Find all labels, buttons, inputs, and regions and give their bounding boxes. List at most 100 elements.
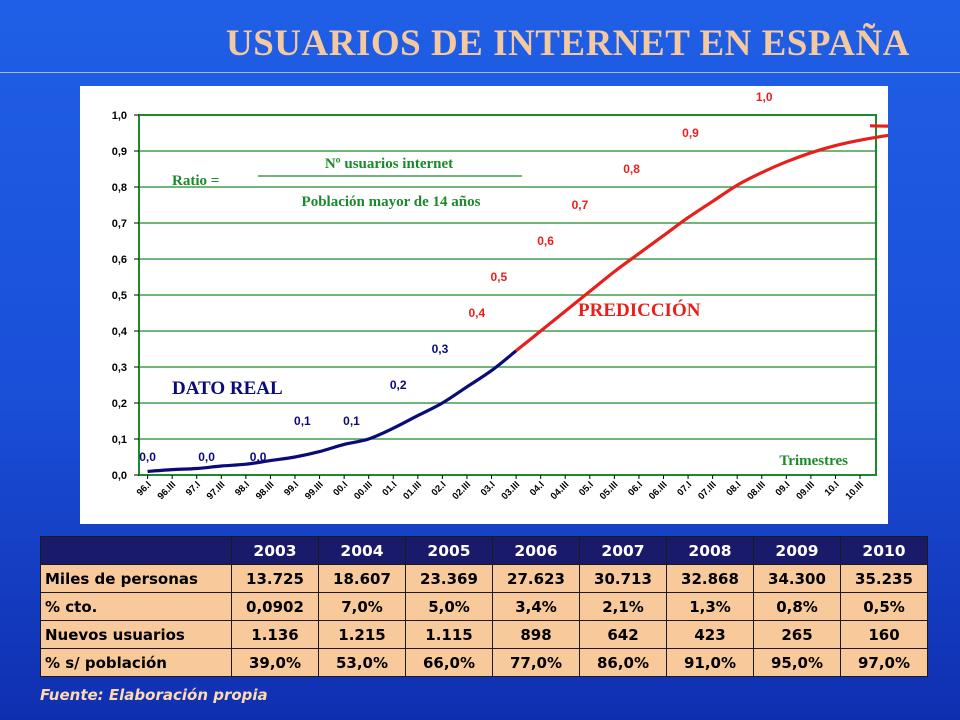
table-cell: 160: [840, 620, 928, 649]
table-cell: 1.215: [318, 620, 406, 649]
x-tick-label: 98.I: [233, 479, 252, 498]
x-tick-label: 06.I: [626, 479, 645, 498]
y-tick-label: 0,4: [112, 326, 128, 338]
data-label: 0,1: [294, 414, 311, 428]
x-tick-label: 03.III: [500, 479, 523, 502]
x-tick-label: 96.III: [156, 479, 179, 502]
table-header-year: 2009: [753, 536, 841, 565]
x-tick-label: 96.I: [135, 479, 154, 498]
series-line-dato-real: [147, 349, 518, 473]
table-cell: 34.300: [753, 564, 841, 593]
table-header-year: 2004: [318, 536, 406, 565]
formula-denominator: Población mayor de 14 años: [302, 194, 481, 210]
table-body: Miles de personas 13.725 18.607 23.369 27.62…: [40, 564, 928, 677]
table-cell: 898: [492, 620, 580, 649]
x-tick-label: 99.III: [303, 479, 326, 502]
data-label: 1,0: [756, 90, 773, 104]
table-header-row: 2003 2004 2005 2006 2007 2008 2009 2010: [40, 536, 928, 565]
table-cell: 77,0%: [492, 648, 580, 677]
x-tick-label: 02.III: [450, 479, 473, 502]
table-cell: 1,3%: [666, 592, 754, 621]
table-row: Nuevos usuarios 1.136 1.215 1.115 898 642 423 2…: [40, 620, 928, 649]
table-cell: 5,0%: [405, 592, 493, 621]
data-label: 0,6: [537, 234, 554, 248]
table-row: % cto. 0,0902 7,0% 5,0% 3,4% 2,1% 1,3% 0,8% 0,5%: [40, 592, 928, 621]
data-label: 0,2: [390, 378, 407, 392]
table-cell: 86,0%: [579, 648, 667, 677]
table-cell: 0,8%: [753, 592, 841, 621]
x-tick-label: 01.III: [401, 479, 424, 502]
table-header-year: 2008: [666, 536, 754, 565]
y-tick-label: 0,2: [112, 398, 127, 410]
source-note: Fuente: Elaboración propia: [40, 686, 268, 704]
x-tick-label: 08.III: [745, 479, 768, 502]
table-cell: 0,0902: [231, 592, 319, 621]
table-cell: 35.235: [840, 564, 928, 593]
table-cell: 27.623: [492, 564, 580, 593]
x-tick-label: 10.I: [823, 479, 842, 498]
data-label: 0,0: [139, 450, 156, 464]
table-row: % s/ población 39,0% 53,0% 66,0% 77,0% 86,0% 9…: [40, 648, 928, 677]
x-tick-label: 10.III: [843, 479, 866, 502]
formula-label: Ratio =: [172, 173, 219, 189]
table-cell: 53,0%: [318, 648, 406, 677]
data-label: 0,9: [682, 126, 699, 140]
x-tick-label: 00.III: [352, 479, 375, 502]
data-label: 0,0: [198, 450, 215, 464]
data-label: 0,4: [468, 306, 485, 320]
x-tick-label: 09.III: [794, 479, 817, 502]
x-tick-label: 06.III: [647, 479, 670, 502]
x-tick-label: 98.III: [254, 479, 277, 502]
series-label-dato-real: DATO REAL: [172, 378, 283, 399]
y-tick-label: 0,3: [112, 362, 127, 374]
data-label: 0,5: [491, 270, 508, 284]
table-cell: 32.868: [666, 564, 754, 593]
data-label: 0,0: [250, 450, 267, 464]
y-tick-label: 0,9: [112, 146, 127, 158]
x-tick-label: 04.I: [528, 479, 547, 498]
table-cell: 1.115: [405, 620, 493, 649]
series-label-prediccion: PREDICCIÓN: [578, 299, 701, 321]
x-tick-label: 05.III: [598, 479, 621, 502]
x-tick-label: 01.I: [380, 479, 399, 498]
table-cell: 265: [753, 620, 841, 649]
y-tick-label: 0,5: [112, 290, 127, 302]
page-title: USUARIOS DE INTERNET EN ESPAÑA: [226, 23, 910, 64]
data-label: 0,3: [432, 342, 449, 356]
x-tick-label: 08.I: [724, 479, 743, 498]
table-cell: 95,0%: [753, 648, 841, 677]
y-tick-label: 0,0: [112, 470, 127, 482]
formula-numerator: Nº usuarios internet: [325, 156, 453, 172]
table-cell: 18.607: [318, 564, 406, 593]
series-line-prediccion: [515, 124, 888, 353]
table-cell: 39,0%: [231, 648, 319, 677]
table-cell: 66,0%: [405, 648, 493, 677]
table-row-label: % cto.: [40, 592, 232, 621]
x-tick-label: 97.III: [205, 479, 228, 502]
x-tick-label: 05.I: [577, 479, 596, 498]
table-row-label: % s/ población: [40, 648, 232, 677]
x-tick-label: 04.III: [549, 479, 572, 502]
x-tick-label: 00.I: [331, 479, 350, 498]
x-tick-label: 09.I: [773, 479, 792, 498]
table-header-year: 2003: [231, 536, 319, 565]
table-header-blank: [40, 536, 232, 565]
table-cell: 23.369: [405, 564, 493, 593]
y-tick-label: 0,8: [112, 182, 127, 194]
table-cell: 2,1%: [579, 592, 667, 621]
y-tick-label: 0,1: [112, 434, 127, 446]
table-cell: 0,5%: [840, 592, 928, 621]
y-tick-label: 0,6: [112, 254, 127, 266]
table-cell: 423: [666, 620, 754, 649]
x-tick-label: 97.I: [184, 479, 203, 498]
table-row: Miles de personas 13.725 18.607 23.369 27.62…: [40, 564, 928, 593]
y-tick-label: 1,0: [112, 110, 127, 122]
line-chart: 1,0 0,9 0,8 0,7 0,6 0,5 0,4 0,3 0,2 0,1 0,0 96.I 96.…: [112, 90, 888, 502]
table-cell: 97,0%: [840, 648, 928, 677]
x-tick-label: 03.I: [479, 479, 498, 498]
data-label: 0,1: [343, 414, 360, 428]
table-cell: 91,0%: [666, 648, 754, 677]
table-cell: 642: [579, 620, 667, 649]
table-cell: 3,4%: [492, 592, 580, 621]
table-row-label: Nuevos usuarios: [40, 620, 232, 649]
